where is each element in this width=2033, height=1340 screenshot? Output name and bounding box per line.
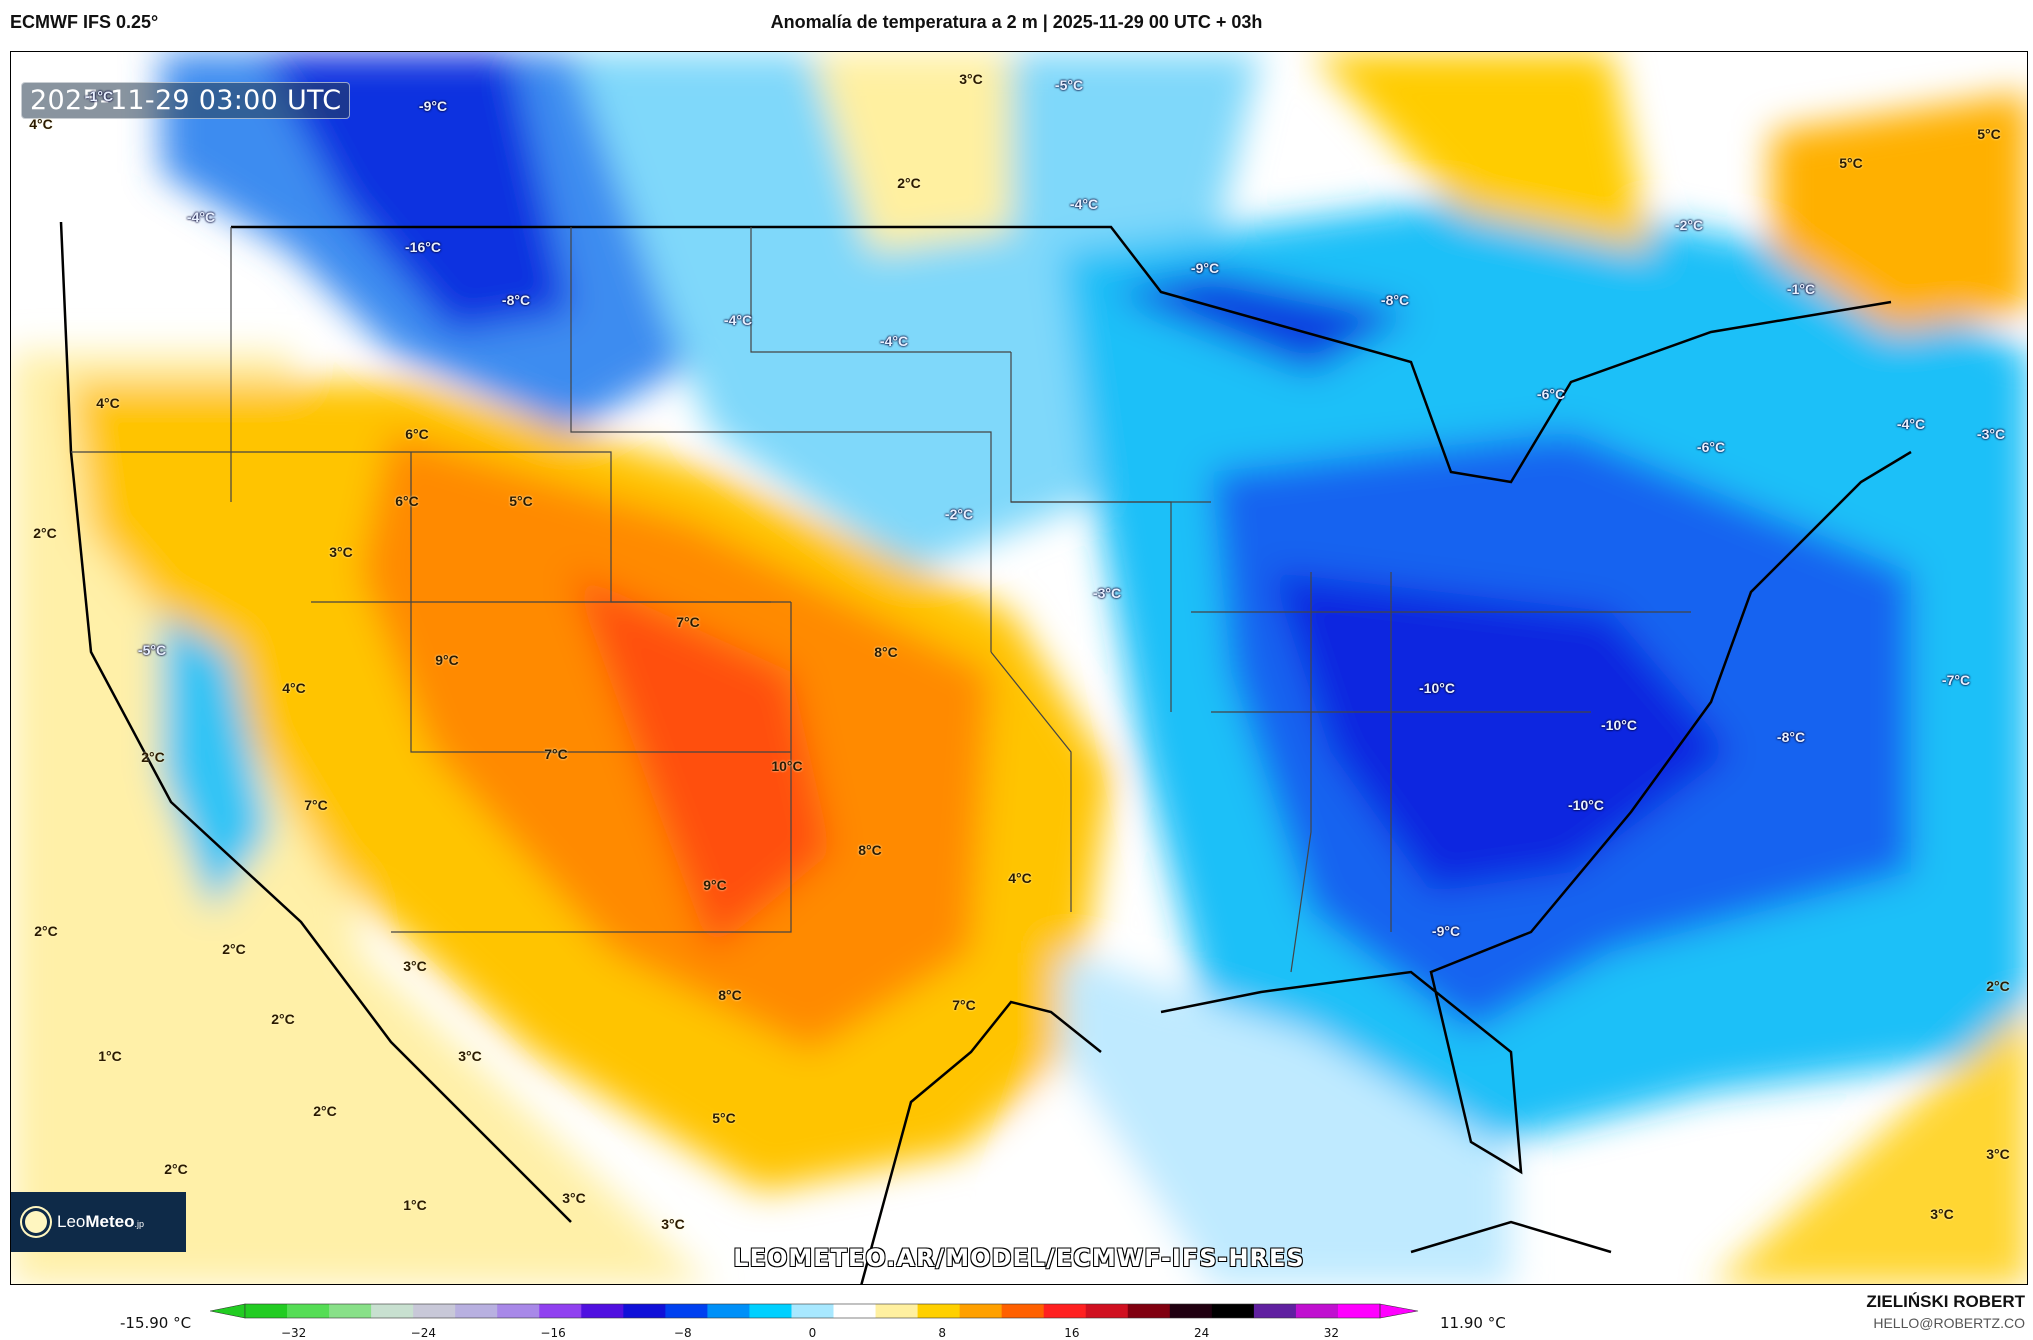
colorbar (210, 1303, 1419, 1319)
temperature-label: 7°C (676, 614, 700, 630)
temperature-label: -2°C (1674, 217, 1704, 233)
temperature-label: 3°C (661, 1216, 685, 1232)
temperature-label: -8°C (501, 292, 531, 308)
temperature-label: 4°C (1008, 870, 1032, 886)
logo-suffix: .jp (134, 1219, 145, 1229)
temperature-label: -16°C (405, 239, 441, 255)
colorbar-tick-label: −32 (280, 1326, 307, 1340)
temperature-label: -10°C (1568, 797, 1604, 813)
temperature-anomaly-map[interactable]: 2025-11-29 03:00 UTC -9°C -1°C 4°C -4°C -16°… (10, 51, 2028, 1285)
temperature-label: -3°C (1092, 585, 1122, 601)
temperature-label: 7°C (952, 997, 976, 1013)
temperature-label: 3°C (959, 71, 983, 87)
temperature-label: 3°C (1930, 1206, 1954, 1222)
temperature-label: 5°C (1839, 155, 1863, 171)
temperature-label: 2°C (222, 941, 246, 957)
temperature-label: -4°C (1896, 416, 1926, 432)
temperature-label: 2°C (164, 1161, 188, 1177)
temperature-label: -1°C (1786, 281, 1816, 297)
colorbar-tick-label: 8 (938, 1326, 947, 1340)
temperature-label: 4°C (282, 680, 306, 696)
author-credit: ZIELIŃSKI ROBERT HELLO@ROBERTZ.CO (1866, 1292, 2025, 1331)
temperature-label: -9°C (1190, 260, 1220, 276)
colorbar-tick-label: 0 (808, 1326, 817, 1340)
field-min-value: -15.90 °C (120, 1314, 192, 1332)
temperature-label: -4°C (186, 209, 216, 225)
temperature-label: -10°C (1601, 717, 1637, 733)
temperature-label: -9°C (418, 98, 448, 114)
temperature-label: 10°C (771, 758, 803, 774)
temperature-label: 3°C (562, 1190, 586, 1206)
temperature-label: 5°C (712, 1110, 736, 1126)
temperature-label: 2°C (271, 1011, 295, 1027)
valid-time-badge: 2025-11-29 03:00 UTC (21, 82, 351, 119)
leometeo-logo[interactable]: LeoMeteo.jp (11, 1192, 186, 1252)
temperature-label: -5°C (1054, 77, 1084, 93)
temperature-label: 9°C (435, 652, 459, 668)
temperature-label: 3°C (403, 958, 427, 974)
field-max-value: 11.90 °C (1440, 1314, 1506, 1332)
temperature-label: -7°C (1941, 672, 1971, 688)
temperature-label: 2°C (141, 749, 165, 765)
temperature-label: -9°C (1431, 923, 1461, 939)
logo-bold: Meteo (85, 1212, 135, 1231)
colorbar-tick-label: 16 (1064, 1326, 1080, 1340)
temperature-label: -4°C (1069, 196, 1099, 212)
colorbar-tick-label: 32 (1323, 1326, 1339, 1340)
colorbar-tick-label: −16 (540, 1326, 566, 1340)
temperature-label: 1°C (98, 1048, 122, 1064)
temperature-label: 2°C (33, 525, 57, 541)
temperature-label: 3°C (1986, 1146, 2010, 1162)
temperature-label: -5°C (137, 642, 167, 658)
temperature-label: -1°C (84, 88, 114, 104)
author-email[interactable]: HELLO@ROBERTZ.CO (1873, 1315, 2025, 1331)
temperature-label: -4°C (879, 333, 909, 349)
temperature-label: 8°C (858, 842, 882, 858)
author-name: ZIELIŃSKI ROBERT (1866, 1292, 2025, 1311)
temperature-label: -8°C (1380, 292, 1410, 308)
colorbar-tick-label: −8 (673, 1326, 692, 1340)
temperature-label: 6°C (395, 493, 419, 509)
colorbar-tick-label: −24 (410, 1326, 437, 1340)
temperature-label: 6°C (405, 426, 429, 442)
temperature-label: 2°C (1986, 978, 2010, 994)
temperature-label: 1°C (403, 1197, 427, 1213)
logo-prefix: Leo (57, 1212, 86, 1231)
temperature-label: -6°C (1696, 439, 1726, 455)
source-url-watermark: LEOMETEO.AR/MODEL/ECMWF-IFS-HRES (733, 1244, 1305, 1272)
temperature-label: 5°C (1977, 126, 2001, 142)
temperature-label: 2°C (34, 923, 58, 939)
anomaly-field (11, 52, 2027, 1284)
temperature-label: -10°C (1419, 680, 1455, 696)
temperature-label: 4°C (29, 116, 53, 132)
temperature-label: 7°C (544, 746, 568, 762)
temperature-label: 8°C (874, 644, 898, 660)
map-title: Anomalía de temperatura a 2 m | 2025-11-… (770, 12, 1263, 32)
colorbar-tick-label: 24 (1194, 1326, 1210, 1340)
temperature-label: 3°C (458, 1048, 482, 1064)
model-name: ECMWF IFS 0.25° (10, 12, 159, 32)
temperature-label: 3°C (329, 544, 353, 560)
temperature-label: 2°C (313, 1103, 337, 1119)
temperature-label: -6°C (1536, 386, 1566, 402)
temperature-label: -3°C (1976, 426, 2006, 442)
temperature-label: 4°C (96, 395, 120, 411)
temperature-label: -2°C (944, 506, 974, 522)
sun-icon (25, 1211, 47, 1233)
temperature-label: 2°C (897, 175, 921, 191)
temperature-label: 5°C (509, 493, 533, 509)
temperature-label: 8°C (718, 987, 742, 1003)
temperature-label: 7°C (304, 797, 328, 813)
temperature-label: -8°C (1776, 729, 1806, 745)
temperature-label: -4°C (723, 312, 753, 328)
temperature-label: 9°C (703, 877, 727, 893)
